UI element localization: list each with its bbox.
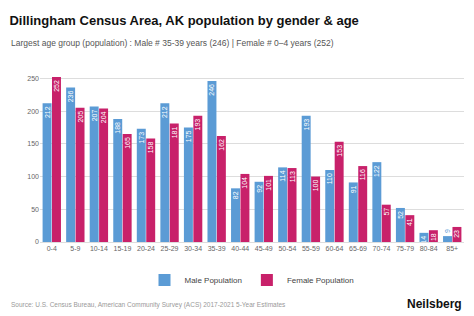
svg-text:9: 9 [444, 229, 451, 233]
svg-text:188: 188 [114, 122, 121, 134]
svg-text:52: 52 [397, 211, 404, 219]
svg-text:122: 122 [373, 165, 380, 177]
svg-text:91: 91 [350, 185, 357, 193]
svg-text:Female Population: Female Population [287, 276, 354, 285]
svg-text:101: 101 [265, 179, 272, 191]
svg-text:20-24: 20-24 [137, 245, 155, 252]
svg-text:82: 82 [232, 191, 239, 199]
svg-text:104: 104 [241, 177, 248, 189]
svg-text:252: 252 [53, 80, 60, 92]
svg-text:100: 100 [312, 180, 319, 192]
svg-text:40-44: 40-44 [231, 245, 249, 252]
svg-text:18: 18 [430, 233, 437, 241]
svg-text:246: 246 [208, 84, 215, 96]
svg-text:10-14: 10-14 [90, 245, 108, 252]
svg-text:236: 236 [67, 91, 74, 103]
svg-text:23: 23 [453, 230, 460, 238]
svg-text:204: 204 [100, 111, 107, 123]
svg-text:5-9: 5-9 [70, 245, 80, 252]
svg-text:0: 0 [35, 238, 39, 245]
svg-text:50-54: 50-54 [278, 245, 296, 252]
svg-text:212: 212 [161, 106, 168, 118]
svg-text:0-4: 0-4 [47, 245, 57, 252]
svg-text:30-34: 30-34 [184, 245, 202, 252]
svg-text:153: 153 [336, 145, 343, 157]
svg-text:25-29: 25-29 [161, 245, 179, 252]
svg-text:150: 150 [27, 140, 39, 147]
svg-text:Dillingham Census Area, AK pop: Dillingham Census Area, AK population by… [9, 13, 358, 28]
svg-text:113: 113 [289, 171, 296, 182]
svg-text:205: 205 [77, 111, 84, 123]
svg-text:70-74: 70-74 [373, 245, 391, 252]
svg-text:35-39: 35-39 [208, 245, 226, 252]
svg-text:55-59: 55-59 [302, 245, 320, 252]
svg-text:Male Population: Male Population [185, 276, 242, 285]
svg-text:15-19: 15-19 [113, 245, 131, 252]
svg-text:207: 207 [91, 110, 98, 122]
svg-text:57: 57 [383, 208, 390, 216]
svg-text:158: 158 [147, 142, 154, 154]
svg-text:45-49: 45-49 [255, 245, 273, 252]
svg-text:85+: 85+ [446, 245, 458, 252]
svg-text:193: 193 [194, 119, 201, 131]
svg-text:80-84: 80-84 [420, 245, 438, 252]
svg-text:165: 165 [124, 137, 131, 149]
svg-text:Largest age group (population): Largest age group (population) : Male # … [11, 38, 334, 48]
svg-text:75-79: 75-79 [396, 245, 414, 252]
svg-text:114: 114 [279, 170, 286, 181]
svg-text:14: 14 [420, 236, 427, 244]
svg-text:Neilsberg: Neilsberg [407, 297, 462, 311]
svg-text:116: 116 [359, 169, 366, 180]
svg-text:162: 162 [218, 139, 225, 151]
svg-text:193: 193 [303, 119, 310, 131]
svg-text:181: 181 [171, 127, 178, 139]
svg-text:200: 200 [27, 108, 39, 115]
svg-text:173: 173 [138, 132, 145, 144]
svg-text:60-64: 60-64 [325, 245, 343, 252]
svg-text:175: 175 [185, 130, 192, 142]
svg-text:92: 92 [256, 185, 263, 193]
svg-text:212: 212 [44, 106, 51, 118]
svg-text:110: 110 [326, 173, 333, 184]
svg-text:50: 50 [31, 206, 39, 213]
svg-text:100: 100 [27, 173, 39, 180]
svg-text:Source: U.S. Census Bureau, Am: Source: U.S. Census Bureau, American Com… [11, 301, 286, 309]
svg-text:65-69: 65-69 [349, 245, 367, 252]
svg-text:41: 41 [406, 218, 413, 226]
svg-text:250: 250 [27, 75, 39, 82]
